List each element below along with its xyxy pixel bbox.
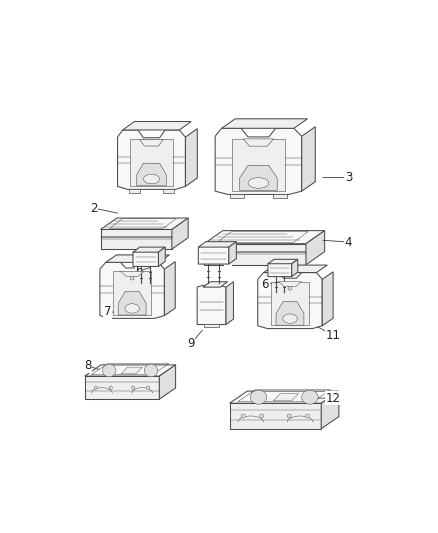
- Polygon shape: [164, 262, 175, 316]
- Text: 5: 5: [221, 253, 232, 265]
- Polygon shape: [229, 241, 237, 264]
- Polygon shape: [240, 165, 277, 190]
- Text: 3: 3: [323, 171, 352, 184]
- Polygon shape: [292, 260, 298, 277]
- Polygon shape: [129, 189, 140, 193]
- Ellipse shape: [302, 390, 318, 404]
- Polygon shape: [131, 140, 173, 186]
- Text: 7: 7: [104, 305, 126, 318]
- Polygon shape: [276, 302, 304, 325]
- Text: 12: 12: [316, 392, 341, 405]
- Polygon shape: [273, 393, 299, 401]
- Polygon shape: [101, 229, 172, 249]
- Polygon shape: [273, 195, 287, 198]
- Polygon shape: [271, 281, 309, 325]
- Ellipse shape: [102, 364, 116, 377]
- Polygon shape: [204, 231, 325, 244]
- Text: 1: 1: [158, 146, 172, 162]
- Circle shape: [130, 276, 134, 280]
- Polygon shape: [121, 367, 142, 374]
- Polygon shape: [100, 262, 164, 318]
- Polygon shape: [101, 218, 188, 229]
- Ellipse shape: [248, 177, 269, 188]
- Circle shape: [94, 386, 98, 389]
- Polygon shape: [120, 271, 144, 277]
- Polygon shape: [230, 403, 321, 429]
- Polygon shape: [172, 218, 188, 249]
- Text: 2: 2: [90, 201, 117, 215]
- Polygon shape: [140, 140, 163, 146]
- Text: 8: 8: [84, 359, 99, 373]
- Text: 9: 9: [187, 330, 202, 350]
- Polygon shape: [268, 262, 292, 277]
- Ellipse shape: [283, 314, 297, 324]
- Polygon shape: [230, 195, 244, 198]
- Polygon shape: [85, 365, 176, 376]
- Polygon shape: [106, 255, 170, 262]
- Circle shape: [288, 286, 292, 290]
- Polygon shape: [205, 325, 219, 327]
- Polygon shape: [117, 130, 185, 189]
- Circle shape: [287, 414, 291, 418]
- Text: 11: 11: [318, 327, 341, 342]
- Polygon shape: [322, 272, 333, 326]
- Polygon shape: [321, 391, 339, 429]
- Polygon shape: [137, 163, 166, 186]
- Polygon shape: [163, 189, 174, 193]
- Text: 4: 4: [323, 236, 352, 248]
- Polygon shape: [268, 260, 298, 264]
- Ellipse shape: [143, 174, 159, 184]
- Circle shape: [305, 414, 310, 418]
- Polygon shape: [198, 241, 237, 247]
- Polygon shape: [302, 127, 315, 191]
- Text: 6: 6: [135, 264, 151, 277]
- Polygon shape: [85, 376, 159, 399]
- Polygon shape: [222, 119, 307, 128]
- Polygon shape: [244, 139, 273, 146]
- Polygon shape: [197, 285, 226, 325]
- Polygon shape: [258, 272, 322, 328]
- Polygon shape: [232, 139, 285, 190]
- Ellipse shape: [144, 364, 158, 377]
- Polygon shape: [306, 231, 325, 265]
- Polygon shape: [113, 271, 152, 315]
- Circle shape: [241, 414, 245, 418]
- Polygon shape: [230, 391, 339, 403]
- Polygon shape: [133, 251, 159, 266]
- Ellipse shape: [250, 390, 267, 404]
- Circle shape: [260, 414, 264, 418]
- Polygon shape: [203, 282, 228, 287]
- Polygon shape: [198, 245, 229, 264]
- Polygon shape: [185, 128, 197, 187]
- Circle shape: [109, 386, 113, 389]
- Polygon shape: [123, 122, 191, 130]
- Polygon shape: [159, 365, 176, 399]
- Polygon shape: [133, 247, 165, 252]
- Circle shape: [146, 386, 150, 389]
- Polygon shape: [118, 292, 146, 315]
- Ellipse shape: [125, 304, 139, 313]
- Polygon shape: [215, 128, 302, 195]
- Polygon shape: [279, 281, 302, 287]
- Circle shape: [131, 386, 135, 389]
- Polygon shape: [204, 244, 306, 265]
- Polygon shape: [264, 265, 327, 272]
- Polygon shape: [159, 247, 165, 266]
- Text: 6: 6: [261, 278, 279, 291]
- Polygon shape: [226, 282, 233, 325]
